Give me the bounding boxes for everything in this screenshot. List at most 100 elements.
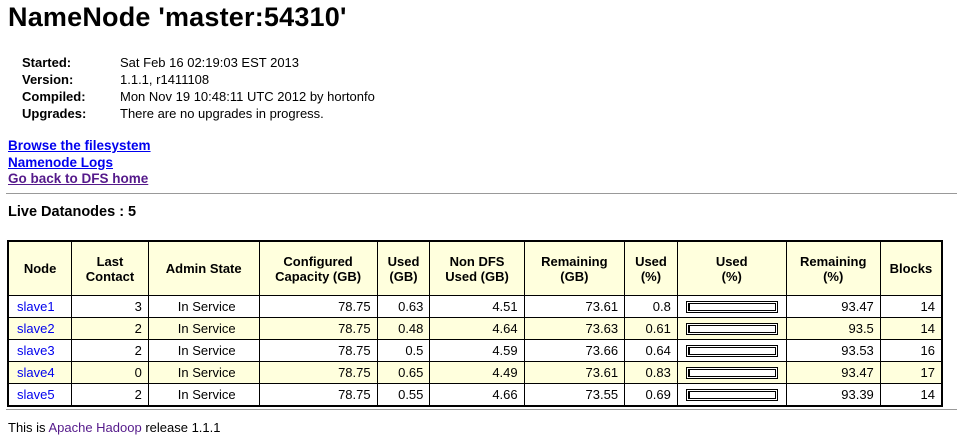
divider [6,193,957,194]
footer-suffix: release 1.1.1 [141,420,221,435]
usage-bar-fill [688,347,690,354]
info-value: Sat Feb 16 02:19:03 EST 2013 [120,55,300,70]
usage-bar-fill [688,325,690,332]
header-used-gb[interactable]: Used (GB) [376,240,431,296]
table-row: slave3 2 In Service 78.75 0.5 4.59 73.66… [7,339,943,362]
used-cell: 0.48 [376,317,431,340]
used-cell: 0.5 [376,339,431,362]
usage-bar [687,390,776,399]
node-cell: slave1 [7,295,73,318]
remaining-cell: 73.66 [523,339,626,362]
footer-prefix: This is [8,420,49,435]
apache-hadoop-link[interactable]: Apache Hadoop [48,420,142,435]
info-key: Compiled: [22,89,86,104]
info-value: 1.1.1, r1411108 [120,72,210,87]
usage-bar [687,346,776,355]
info-row-version: Version: 1.1.1, r1411108 [22,71,375,88]
info-row-upgrades: Upgrades: There are no upgrades in progr… [22,105,375,122]
remaining-pct-cell: 93.53 [785,339,881,362]
used-bar-cell [676,339,787,362]
blocks-cell: 14 [879,317,943,340]
used-cell: 0.63 [376,295,431,318]
remaining-cell: 73.63 [523,317,626,340]
namenode-logs-link[interactable]: Namenode Logs [8,154,114,170]
last-contact-cell: 2 [71,317,149,340]
used-cell: 0.65 [376,361,431,384]
divider [6,409,957,410]
blocks-cell: 14 [879,295,943,318]
remaining-pct-cell: 93.47 [785,361,881,384]
node-cell: slave5 [7,383,73,407]
table-row: slave5 2 In Service 78.75 0.55 4.66 73.5… [7,383,943,407]
blocks-cell: 14 [879,383,943,407]
header-last-contact[interactable]: Last Contact [71,240,149,296]
header-blocks[interactable]: Blocks [879,240,943,296]
node-link[interactable]: slave3 [17,343,55,358]
last-contact-cell: 0 [71,361,149,384]
header-remaining-gb[interactable]: Remaining (GB) [523,240,626,296]
browse-filesystem-link[interactable]: Browse the filesystem [8,138,151,153]
node-link[interactable]: slave2 [17,321,55,336]
table-row: slave4 0 In Service 78.75 0.65 4.49 73.6… [7,361,943,384]
usage-bar [687,368,776,377]
capacity-cell: 78.75 [258,361,378,384]
blocks-cell: 16 [879,339,943,362]
usage-bar-fill [688,391,690,398]
nav-links: Browse the filesystem Namenode Logs Go b… [8,138,151,188]
info-value: There are no upgrades in progress. [120,106,324,121]
node-link[interactable]: slave5 [17,387,55,402]
non-dfs-cell: 4.59 [429,339,525,362]
header-admin-state[interactable]: Admin State [147,240,260,296]
node-link[interactable]: slave1 [17,299,55,314]
header-configured-capacity[interactable]: Configured Capacity (GB) [258,240,378,296]
admin-state-cell: In Service [147,339,260,362]
non-dfs-cell: 4.51 [429,295,525,318]
info-key: Started: [22,55,72,70]
info-row-started: Started: Sat Feb 16 02:19:03 EST 2013 [22,54,375,71]
used-pct-cell: 0.8 [624,295,678,318]
non-dfs-cell: 4.49 [429,361,525,384]
dfs-home-link[interactable]: Go back to DFS home [8,171,149,186]
node-link[interactable]: slave4 [17,365,55,380]
table-header-row: Node Last Contact Admin State Configured C… [7,240,943,296]
namenode-info: Started: Sat Feb 16 02:19:03 EST 2013 Ve… [22,54,375,122]
non-dfs-cell: 4.66 [429,383,525,407]
used-bar-cell [676,317,787,340]
blocks-cell: 17 [879,361,943,384]
header-remaining-pct[interactable]: Remaining (%) [785,240,881,296]
header-non-dfs-used[interactable]: Non DFS Used (GB) [429,240,525,296]
used-pct-cell: 0.61 [624,317,678,340]
live-datanodes-heading: Live Datanodes : 5 [8,204,137,220]
remaining-cell: 73.61 [523,295,626,318]
last-contact-cell: 2 [71,383,149,407]
remaining-pct-cell: 93.5 [785,317,881,340]
admin-state-cell: In Service [147,295,260,318]
info-row-compiled: Compiled: Mon Nov 19 10:48:11 UTC 2012 b… [22,88,375,105]
node-cell: slave2 [7,317,73,340]
info-value: Mon Nov 19 10:48:11 UTC 2012 by hortonfo [120,89,375,104]
non-dfs-cell: 4.64 [429,317,525,340]
datanodes-table: Node Last Contact Admin State Configured C… [7,240,943,407]
usage-bar [687,302,776,311]
capacity-cell: 78.75 [258,295,378,318]
footer: This is Apache Hadoop release 1.1.1 [8,420,221,435]
header-used-pct[interactable]: Used (%) [624,240,678,296]
table-row: slave2 2 In Service 78.75 0.48 4.64 73.6… [7,317,943,340]
capacity-cell: 78.75 [258,317,378,340]
table-row: slave1 3 In Service 78.75 0.63 4.51 73.6… [7,295,943,318]
info-key: Version: [22,72,74,87]
used-bar-cell [676,295,787,318]
used-cell: 0.55 [376,383,431,407]
capacity-cell: 78.75 [258,383,378,407]
remaining-pct-cell: 93.47 [785,295,881,318]
header-node[interactable]: Node [7,240,73,296]
capacity-cell: 78.75 [258,339,378,362]
usage-bar-fill [688,369,690,376]
last-contact-cell: 3 [71,295,149,318]
remaining-cell: 73.61 [523,361,626,384]
admin-state-cell: In Service [147,317,260,340]
header-used-bar[interactable]: Used (%) [676,240,787,296]
used-bar-cell [676,361,787,384]
used-bar-cell [676,383,787,407]
admin-state-cell: In Service [147,383,260,407]
